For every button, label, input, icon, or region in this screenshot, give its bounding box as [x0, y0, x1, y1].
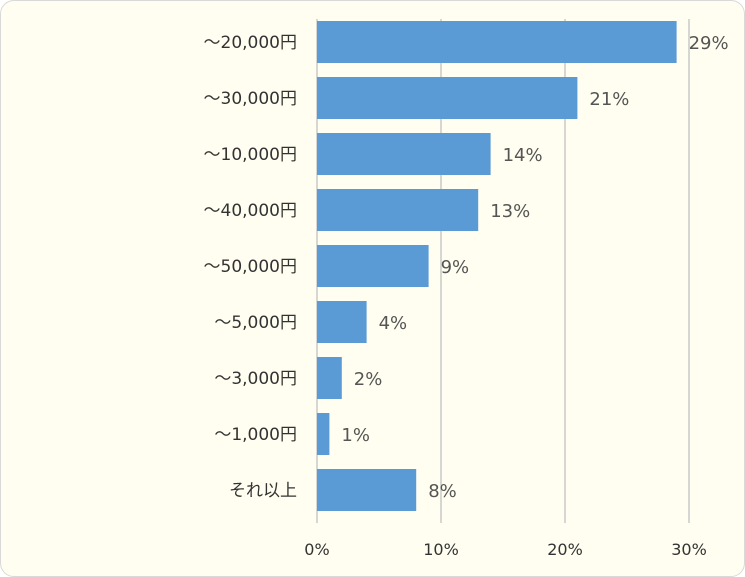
bar [317, 21, 677, 63]
value-label: 13% [490, 201, 530, 222]
bar [317, 357, 342, 399]
value-label: 29% [689, 33, 729, 54]
category-label: ～50,000円 [204, 257, 297, 277]
x-tick-label: 30% [671, 540, 707, 559]
x-axis-ticks: 0% 10% 20% 30% [304, 540, 706, 559]
category-label: ～30,000円 [204, 89, 297, 109]
category-labels: ～20,000円 ～30,000円 ～10,000円 ～40,000円 ～50,000円… [204, 33, 297, 501]
value-label: 8% [428, 481, 457, 502]
value-label: 21% [589, 89, 629, 110]
value-label: 9% [441, 257, 470, 278]
value-label: 1% [341, 425, 370, 446]
category-label: それ以上 [229, 481, 297, 501]
value-label: 14% [503, 145, 543, 166]
category-label: ～5,000円 [214, 313, 297, 333]
value-label: 2% [354, 369, 383, 390]
bar [317, 77, 578, 119]
bar [317, 133, 491, 175]
x-tick-label: 20% [547, 540, 583, 559]
bar [317, 413, 330, 455]
bar [317, 189, 479, 231]
category-label: ～40,000円 [204, 201, 297, 221]
bar [317, 301, 367, 343]
bar [317, 245, 429, 287]
category-label: ～10,000円 [204, 145, 297, 165]
value-labels: 29% 21% 14% 13% 9% 4% 2% 1% 8% [341, 33, 728, 502]
x-tick-label: 10% [423, 540, 459, 559]
bars [317, 21, 677, 511]
category-label: ～3,000円 [214, 369, 297, 389]
bar [317, 469, 417, 511]
x-tick-label: 0% [304, 540, 329, 559]
value-label: 4% [379, 313, 408, 334]
category-label: ～20,000円 [204, 33, 297, 53]
category-label: ～1,000円 [214, 425, 297, 445]
